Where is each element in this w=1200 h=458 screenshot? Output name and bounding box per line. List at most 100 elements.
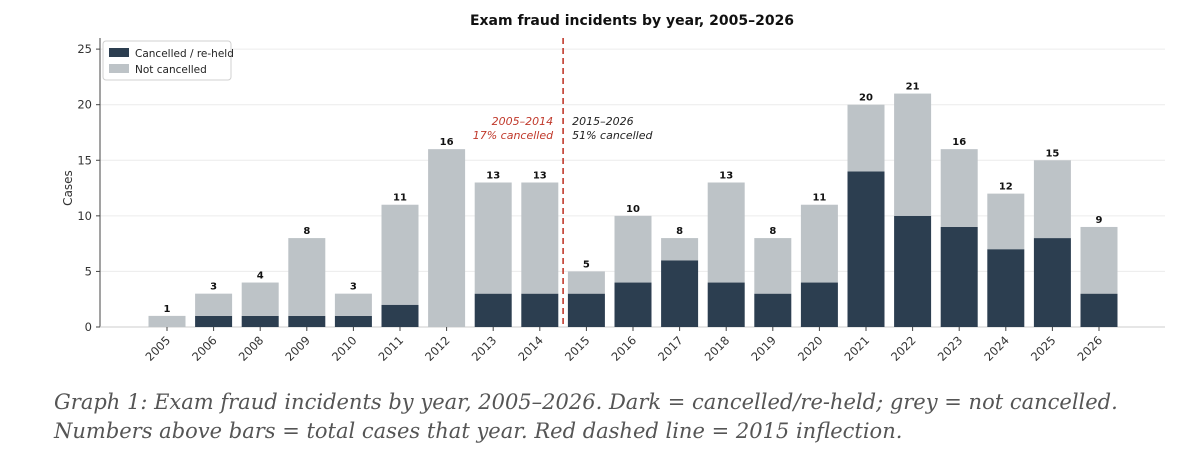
total-data-label: 3	[350, 282, 357, 293]
x-tick-label: 2025	[1028, 333, 1059, 364]
bar-not-cancelled	[195, 293, 233, 316]
bar-cancelled	[800, 282, 838, 327]
total-data-label: 8	[769, 226, 776, 237]
total-data-label: 11	[393, 193, 407, 204]
bar-not-cancelled	[800, 204, 838, 283]
y-tick-label: 15	[77, 153, 92, 167]
bar-not-cancelled	[754, 238, 792, 294]
bar-cancelled	[1080, 293, 1118, 327]
x-tick-label: 2010	[329, 333, 360, 364]
bar-cancelled	[894, 215, 932, 327]
legend-label: Not cancelled	[135, 64, 207, 76]
chart: Exam fraud incidents by year, 2005–2026 …	[61, 13, 1165, 364]
reference-annotation-right: 51% cancelled	[572, 129, 653, 142]
bar-cancelled	[381, 304, 419, 327]
figure-caption: Graph 1: Exam fraud incidents by year, 2…	[54, 390, 1118, 443]
bar-cancelled	[707, 282, 745, 327]
total-data-label: 1	[164, 304, 171, 315]
total-data-label: 13	[533, 171, 547, 182]
total-data-label: 13	[719, 171, 733, 182]
x-tick-label: 2021	[842, 333, 873, 364]
bars	[148, 93, 1118, 327]
bar-cancelled	[521, 293, 559, 327]
total-data-label: 15	[1045, 148, 1059, 159]
x-tick-label: 2009	[282, 333, 313, 364]
total-data-label: 12	[999, 182, 1013, 193]
x-tick-label: 2023	[935, 333, 966, 364]
bar-cancelled	[334, 315, 372, 327]
y-axis-label: Cases	[61, 170, 75, 206]
bar-not-cancelled	[894, 93, 932, 216]
y-tick-label: 5	[85, 264, 92, 278]
total-data-label: 4	[257, 271, 264, 282]
x-tick-label: 2016	[609, 333, 640, 364]
total-data-label: 21	[906, 82, 920, 93]
legend-swatch	[109, 64, 129, 73]
legend-swatch	[109, 48, 129, 57]
bar-not-cancelled	[987, 193, 1025, 250]
x-tick-label: 2005	[143, 333, 174, 364]
bar-cancelled	[614, 282, 652, 327]
y-tick-label: 10	[77, 209, 92, 223]
legend-box	[102, 40, 232, 81]
total-data-label: 11	[812, 193, 826, 204]
bar-cancelled	[1033, 238, 1071, 327]
x-tick-label: 2019	[748, 333, 779, 364]
total-data-label: 8	[676, 226, 683, 237]
bar-not-cancelled	[567, 271, 605, 294]
x-tick-label: 2017	[655, 333, 686, 364]
bar-not-cancelled	[148, 315, 186, 327]
bar-not-cancelled	[1033, 160, 1071, 239]
y-tick-label: 25	[77, 42, 92, 56]
x-tick-label: 2024	[981, 333, 1012, 364]
y-tick-label: 20	[77, 98, 92, 112]
bar-cancelled	[940, 226, 978, 327]
bar-not-cancelled	[1080, 226, 1118, 294]
x-tick-label: 2020	[795, 333, 826, 364]
bar-not-cancelled	[334, 293, 372, 316]
reference-annotation-left: 2005–2014	[492, 115, 554, 128]
bar-not-cancelled	[707, 182, 745, 283]
reference-annotation-left: 17% cancelled	[473, 129, 554, 142]
bar-not-cancelled	[614, 215, 652, 283]
bar-not-cancelled	[521, 182, 559, 294]
bar-not-cancelled	[474, 182, 512, 294]
total-data-label: 10	[626, 204, 640, 215]
x-tick-label: 2026	[1075, 333, 1106, 364]
bar-not-cancelled	[381, 204, 419, 305]
x-tick-label: 2012	[422, 333, 453, 364]
total-data-label: 5	[583, 259, 590, 270]
total-data-label: 8	[303, 226, 310, 237]
bar-cancelled	[288, 315, 326, 327]
x-tick-label: 2014	[515, 333, 546, 364]
reference-annotation-right: 2015–2026	[572, 115, 634, 128]
bar-cancelled	[241, 315, 279, 327]
x-tick-label: 2013	[469, 333, 500, 364]
x-tick-label: 2015	[562, 333, 593, 364]
bar-cancelled	[661, 260, 699, 327]
total-data-label: 20	[859, 93, 873, 104]
legend: Cancelled / re-held Not cancelled	[102, 40, 234, 81]
bar-cancelled	[474, 293, 512, 327]
bar-cancelled	[987, 249, 1025, 327]
bar-not-cancelled	[940, 149, 978, 227]
bar-not-cancelled	[241, 282, 279, 316]
x-tick-label: 2018	[702, 333, 733, 364]
legend-label: Cancelled / re-held	[135, 48, 234, 60]
chart-title: Exam fraud incidents by year, 2005–2026	[470, 13, 794, 29]
bar-not-cancelled	[847, 104, 885, 172]
y-tick-label: 0	[85, 320, 92, 334]
bar-cancelled	[754, 293, 792, 327]
total-data-label: 3	[210, 282, 217, 293]
total-data-label: 13	[486, 171, 500, 182]
bar-cancelled	[567, 293, 605, 327]
x-tick-label: 2022	[888, 333, 919, 364]
x-tick-label: 2011	[376, 333, 407, 364]
x-tick-label: 2008	[236, 333, 267, 364]
bar-not-cancelled	[661, 238, 699, 261]
total-data-label: 16	[440, 137, 454, 148]
bar-cancelled	[195, 315, 233, 327]
x-tick-label: 2006	[189, 333, 220, 364]
